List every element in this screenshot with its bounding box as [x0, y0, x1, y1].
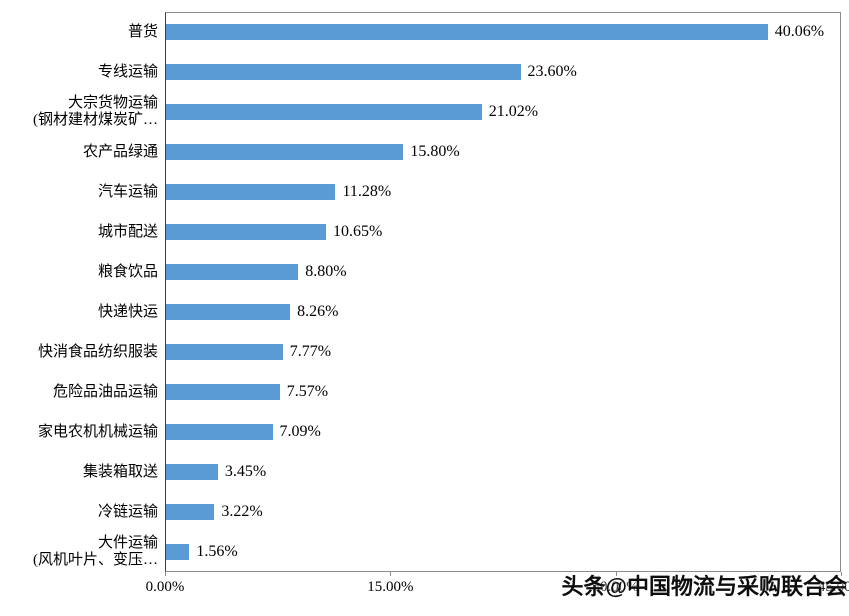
category-label: 大宗货物运输 (钢材建材煤炭矿…	[33, 95, 158, 128]
chart-row: 危险品油品运输 7.57%	[0, 372, 841, 412]
value-label: 15.80%	[410, 143, 460, 160]
value-label: 7.77%	[289, 343, 332, 360]
bar	[166, 224, 326, 240]
category-label: 大件运输 (风机叶片、变压…	[33, 535, 158, 568]
bar-track: 7.57%	[165, 372, 841, 412]
chart-row: 城市配送 10.65%	[0, 212, 841, 252]
watermark: 头条@中国物流与采购联合会	[561, 574, 847, 599]
bar	[166, 24, 768, 40]
bar	[166, 264, 299, 280]
chart-row: 专线运输 23.60%	[0, 52, 841, 92]
bar-track: 3.22%	[165, 492, 841, 532]
bar-track: 8.26%	[165, 292, 841, 332]
x-tick-mark	[615, 572, 617, 576]
bar	[166, 544, 190, 560]
bar	[166, 64, 521, 80]
category-label: 快递快运	[97, 303, 158, 320]
chart-row: 大宗货物运输 (钢材建材煤炭矿… 21.02%	[0, 92, 841, 132]
x-tick-label: 45.00%	[817, 579, 849, 595]
bar	[166, 344, 283, 360]
bar-track: 23.60%	[165, 52, 841, 92]
bar	[166, 184, 336, 200]
value-label: 40.06%	[774, 23, 825, 40]
value-label: 23.60%	[527, 63, 577, 80]
category-label: 城市配送	[97, 223, 158, 240]
bar-track: 21.02%	[165, 92, 841, 132]
value-label: 7.09%	[279, 423, 321, 440]
bar	[166, 504, 215, 520]
chart-row: 快消食品纺织服装 7.77%	[0, 332, 841, 372]
chart-row: 普货 40.06%	[0, 12, 841, 52]
chart-row: 冷链运输 3.22%	[0, 492, 841, 532]
x-tick-mark	[165, 572, 166, 576]
chart-row: 家电农机机械运输 7.09%	[0, 412, 841, 452]
value-label: 21.02%	[488, 103, 539, 120]
chart-row: 快递快运 8.26%	[0, 292, 841, 332]
bar-track: 10.65%	[165, 212, 841, 252]
x-axis: 0.00% 15.00% 30.00% 45.00%	[146, 572, 849, 598]
bar-track: 15.80%	[165, 132, 841, 172]
category-label: 粮食饮品	[97, 263, 158, 280]
chart-row: 粮食饮品 8.80%	[0, 252, 841, 292]
bar-track: 8.80%	[165, 252, 841, 292]
value-label: 10.65%	[332, 223, 383, 240]
value-label: 3.22%	[221, 503, 263, 520]
chart-row: 集装箱取送 3.45%	[0, 452, 841, 492]
bar-track: 7.77%	[165, 332, 841, 372]
value-label: 8.80%	[305, 263, 347, 280]
chart-row: 汽车运输 11.28%	[0, 172, 841, 212]
category-label: 家电农机机械运输	[37, 423, 158, 440]
bar-track: 3.45%	[165, 452, 841, 492]
value-label: 1.56%	[196, 543, 238, 560]
bar-track: 1.56%	[165, 532, 841, 572]
chart-row: 大件运输 (风机叶片、变压… 1.56%	[0, 532, 841, 572]
x-tick-label: 15.00%	[367, 579, 414, 595]
value-label: 7.57%	[286, 383, 329, 400]
category-label: 危险品油品运输	[52, 383, 158, 400]
value-label: 8.26%	[297, 303, 339, 320]
x-tick-label: 30.00%	[592, 579, 639, 595]
category-label: 农产品绿通	[82, 143, 158, 160]
x-tick-mark	[390, 572, 392, 576]
bar	[166, 304, 291, 320]
bar	[166, 144, 404, 160]
category-label: 冷链运输	[97, 503, 158, 520]
category-label: 专线运输	[97, 63, 158, 80]
chart-row: 农产品绿通 15.80%	[0, 132, 841, 172]
bar-track: 7.09%	[165, 412, 841, 452]
value-label: 3.45%	[224, 463, 267, 480]
category-label: 汽车运输	[97, 183, 158, 200]
category-label: 快消食品纺织服装	[37, 343, 158, 360]
category-label: 集装箱取送	[82, 463, 158, 480]
bar-rows: 普货 40.06% 专线运输 23.60% 大宗货物运输 (钢材建材煤炭矿… 21.02%…	[0, 12, 841, 572]
x-tick-mark	[841, 572, 842, 576]
value-label: 11.28%	[342, 183, 392, 200]
x-tick-label: 0.00%	[145, 579, 185, 595]
bar-track: 40.06%	[165, 12, 841, 52]
bar	[166, 104, 482, 120]
category-label: 普货	[127, 23, 158, 40]
bar	[166, 384, 280, 400]
bar-track: 11.28%	[165, 172, 841, 212]
bar	[166, 464, 218, 480]
bar	[166, 424, 273, 440]
